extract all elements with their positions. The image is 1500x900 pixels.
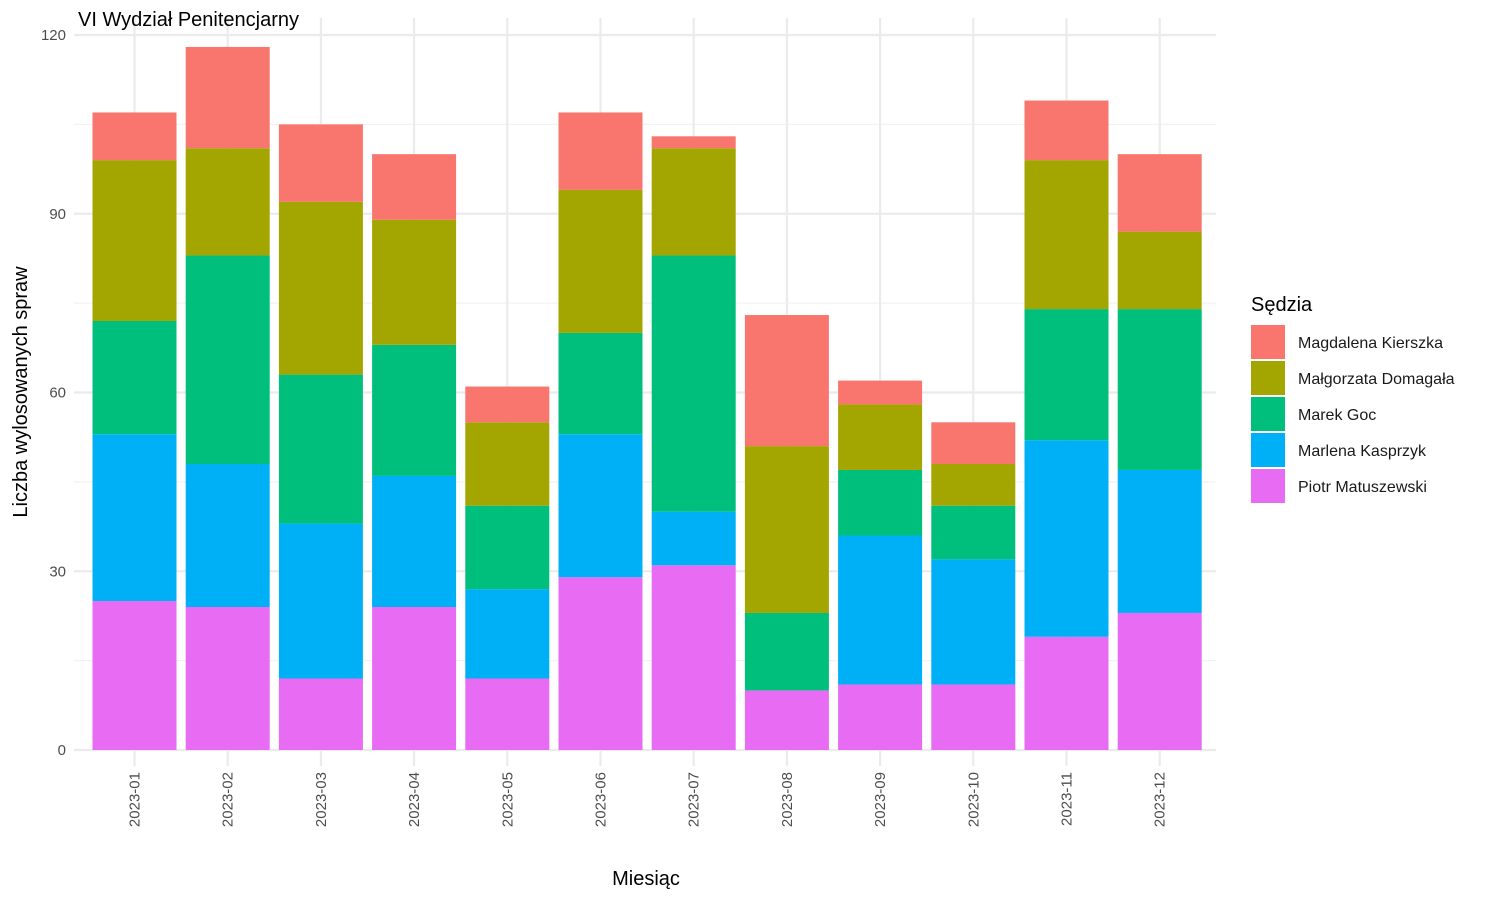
bar-segment	[185, 464, 270, 607]
y-axis-title: Liczba wylosowanych spraw	[10, 266, 32, 518]
bar-segment	[278, 374, 363, 524]
y-tick-label: 120	[41, 27, 66, 44]
bar-segment	[185, 607, 270, 750]
bar-segment	[744, 315, 829, 447]
bar-segment	[558, 434, 643, 578]
bar-segment	[372, 475, 457, 607]
bar-segment	[92, 601, 177, 750]
legend-title: Sędzia	[1251, 294, 1313, 316]
bar-segment	[92, 321, 177, 435]
bar-segment	[1024, 100, 1109, 161]
bar-segment	[372, 219, 457, 345]
bar-segment	[931, 464, 1016, 506]
bar-segment	[651, 136, 736, 149]
bar-segment	[1117, 469, 1202, 613]
bar-segment	[651, 565, 736, 750]
bar-segment	[1024, 160, 1109, 310]
x-tick-label: 2023-07	[686, 772, 703, 827]
bar-segment	[278, 678, 363, 750]
bar-segment	[744, 612, 829, 691]
x-tick-label: 2023-08	[779, 772, 796, 827]
legend-label: Marek Goc	[1298, 407, 1376, 424]
bar-segment	[744, 690, 829, 750]
bar-segment	[1117, 612, 1202, 750]
bar-segment	[465, 505, 550, 590]
bar-segment	[838, 404, 923, 470]
bar-segment	[1117, 231, 1202, 310]
x-tick-label: 2023-02	[220, 772, 237, 827]
legend-label: Piotr Matuszewski	[1298, 479, 1427, 496]
legend-key	[1251, 325, 1285, 359]
x-tick-label: 2023-01	[127, 772, 144, 827]
bar-segment	[558, 577, 643, 750]
bar-segment	[92, 112, 177, 161]
bar-segment	[92, 434, 177, 602]
legend-label: Marlena Kasprzyk	[1298, 443, 1427, 460]
bar-segment	[465, 386, 550, 423]
bar-segment	[838, 469, 923, 536]
x-tick-label: 2023-09	[872, 772, 889, 827]
bar-segment	[931, 422, 1016, 464]
x-tick-label: 2023-11	[1059, 772, 1076, 826]
bar-segment	[185, 255, 270, 464]
bar-segment	[185, 46, 270, 149]
bar-segment	[278, 523, 363, 679]
legend-label: Magdalena Kierszka	[1298, 335, 1443, 352]
bar-segment	[931, 505, 1016, 560]
y-tick-label: 60	[49, 385, 66, 402]
bar-segment	[465, 422, 550, 506]
y-tick-label: 90	[49, 206, 66, 223]
bar-segment	[1024, 440, 1109, 637]
legend-key	[1251, 397, 1285, 431]
bar-segment	[838, 684, 923, 750]
bar-segment	[558, 332, 643, 435]
bar-segment	[558, 189, 643, 333]
x-tick-label: 2023-12	[1152, 772, 1169, 827]
bar-segment	[465, 589, 550, 679]
bar-segment	[372, 607, 457, 750]
x-axis-title: Miesiąc	[612, 868, 680, 890]
bar-segment	[278, 124, 363, 202]
bar-segment	[838, 380, 923, 405]
bar-segment	[651, 255, 736, 512]
x-tick-label: 2023-06	[593, 772, 610, 827]
bar-segment	[1117, 154, 1202, 232]
bar-segment	[92, 160, 177, 321]
bar-segment	[465, 678, 550, 750]
bar-segment	[278, 201, 363, 375]
chart-title: VI Wydział Penitencjarny	[78, 9, 299, 31]
bar-segment	[185, 148, 270, 256]
bar-segment	[558, 112, 643, 190]
x-tick-label: 2023-05	[499, 772, 516, 827]
y-tick-label: 0	[58, 742, 66, 759]
bar-segment	[372, 344, 457, 476]
bar-segment	[1117, 309, 1202, 470]
x-tick-label: 2023-10	[965, 772, 982, 827]
legend-label: Małgorzata Domagała	[1298, 371, 1455, 388]
legend-key	[1251, 361, 1285, 395]
bar-segment	[1024, 636, 1109, 750]
bar-segment	[838, 535, 923, 685]
legend: Sędzia Magdalena Kierszka Małgorzata Doma…	[1251, 294, 1455, 503]
y-tick-label: 30	[49, 563, 66, 580]
bar-segment	[744, 446, 829, 613]
bar-segment	[651, 511, 736, 566]
bars-layer	[92, 46, 1202, 750]
x-tick-label: 2023-03	[313, 772, 330, 827]
legend-key	[1251, 469, 1285, 503]
bar-segment	[931, 684, 1016, 750]
bar-segment	[1024, 309, 1109, 441]
x-tick-label: 2023-04	[406, 772, 423, 827]
axis-layer: 0 30 60 90 120 2023-01 2023-02 2023-03 2023-04 20…	[41, 27, 1169, 827]
legend-key	[1251, 433, 1285, 467]
bar-segment	[931, 559, 1016, 685]
bar-segment	[651, 148, 736, 256]
bar-segment	[372, 154, 457, 220]
